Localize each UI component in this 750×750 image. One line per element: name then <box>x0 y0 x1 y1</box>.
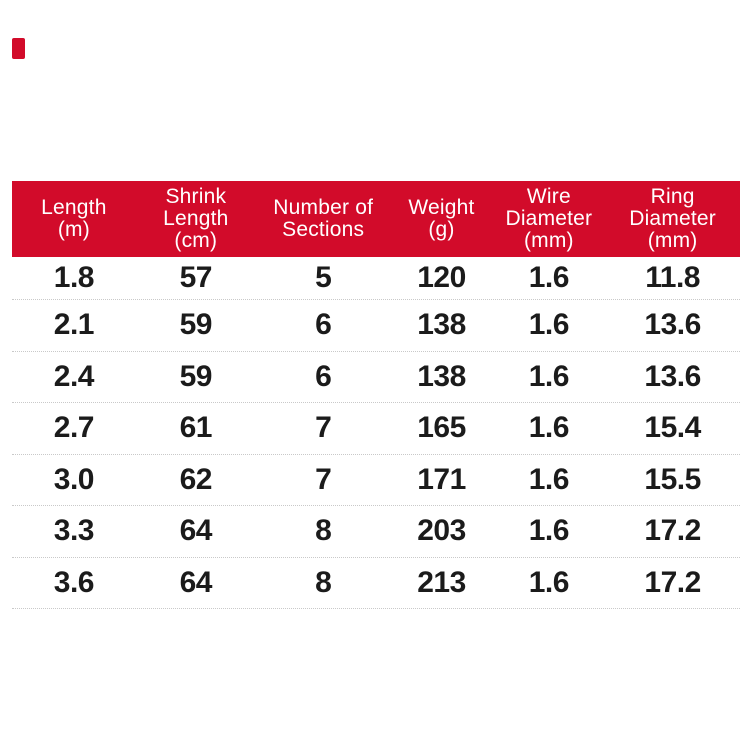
column-header-line: Ring <box>650 185 695 208</box>
table-body: 1.8 57 5 120 1.6 11.8 2.1 59 6 138 1.6 1… <box>12 257 740 609</box>
column-header-line: Sections <box>282 218 365 241</box>
cell-shrink-length: 61 <box>179 411 213 445</box>
cell-shrink-length: 59 <box>179 359 213 393</box>
column-header-line: Diameter <box>505 207 593 230</box>
cell-sections: 5 <box>315 261 332 294</box>
cell-length: 2.4 <box>53 359 95 393</box>
cell-sections: 7 <box>315 411 332 445</box>
column-header-number-of-sections: Number of Sections <box>256 181 391 257</box>
column-header-line: Weight <box>408 196 475 219</box>
cell-ring-diameter: 15.4 <box>644 411 701 445</box>
cell-weight: 213 <box>417 565 466 599</box>
red-corner-mark <box>12 38 25 59</box>
cell-ring-diameter: 11.8 <box>645 261 700 294</box>
column-header-line: Diameter <box>629 207 716 230</box>
cell-shrink-length: 64 <box>179 565 213 599</box>
column-header-weight: Weight (g) <box>391 181 493 257</box>
cell-wire-diameter: 1.6 <box>528 308 570 342</box>
cell-weight: 203 <box>417 514 466 548</box>
cell-sections: 8 <box>315 514 332 548</box>
column-header-line: Length <box>41 196 107 219</box>
table-row: 3.0 62 7 171 1.6 15.5 <box>12 455 740 506</box>
column-header-shrink-length: Shrink Length (cm) <box>136 181 256 257</box>
cell-shrink-length: 57 <box>179 261 213 294</box>
spec-table: Length (m) Shrink Length (cm) Number of … <box>12 181 740 609</box>
column-header-line: Length <box>163 207 229 230</box>
cell-wire-diameter: 1.6 <box>528 514 570 548</box>
column-header-line: (m) <box>57 218 90 241</box>
table-row: 2.1 59 6 138 1.6 13.6 <box>12 300 740 352</box>
table-row: 1.8 57 5 120 1.6 11.8 <box>12 257 740 300</box>
cell-shrink-length: 59 <box>179 308 213 342</box>
cell-wire-diameter: 1.6 <box>528 565 570 599</box>
cell-weight: 138 <box>417 359 466 393</box>
cell-length: 3.0 <box>53 462 95 496</box>
cell-ring-diameter: 13.6 <box>644 359 701 393</box>
column-header-line: Wire <box>526 185 571 208</box>
cell-length: 1.8 <box>53 261 95 294</box>
cell-ring-diameter: 17.2 <box>644 565 701 599</box>
cell-wire-diameter: 1.6 <box>528 411 570 445</box>
cell-ring-diameter: 15.5 <box>644 462 701 496</box>
cell-length: 2.1 <box>53 308 95 342</box>
cell-shrink-length: 62 <box>179 462 213 496</box>
cell-weight: 171 <box>417 462 466 496</box>
cell-ring-diameter: 17.2 <box>644 514 701 548</box>
column-header-wire-diameter: Wire Diameter (mm) <box>492 181 605 257</box>
cell-wire-diameter: 1.6 <box>528 359 570 393</box>
cell-length: 2.7 <box>53 411 95 445</box>
cell-sections: 8 <box>315 565 332 599</box>
cell-sections: 6 <box>315 308 332 342</box>
cell-shrink-length: 64 <box>179 514 213 548</box>
cell-weight: 138 <box>417 308 466 342</box>
column-header-line: (mm) <box>523 229 574 252</box>
column-header-line: Number of <box>273 196 374 219</box>
table-row: 3.6 64 8 213 1.6 17.2 <box>12 558 740 609</box>
column-header-line: (g) <box>428 218 455 241</box>
table-row: 2.7 61 7 165 1.6 15.4 <box>12 403 740 455</box>
cell-weight: 165 <box>417 411 466 445</box>
cell-ring-diameter: 13.6 <box>644 308 701 342</box>
cell-length: 3.6 <box>53 565 95 599</box>
table-row: 2.4 59 6 138 1.6 13.6 <box>12 352 740 403</box>
cell-weight: 120 <box>417 261 466 294</box>
column-header-length: Length (m) <box>12 181 136 257</box>
table-row: 3.3 64 8 203 1.6 17.2 <box>12 506 740 558</box>
table-header-row: Length (m) Shrink Length (cm) Number of … <box>12 181 740 257</box>
column-header-line: Shrink <box>165 185 227 208</box>
column-header-line: (cm) <box>174 229 218 252</box>
cell-sections: 6 <box>315 359 332 393</box>
column-header-line: (mm) <box>647 229 698 252</box>
cell-length: 3.3 <box>53 514 95 548</box>
column-header-ring-diameter: Ring Diameter (mm) <box>605 181 740 257</box>
cell-wire-diameter: 1.6 <box>528 462 570 496</box>
cell-sections: 7 <box>315 462 332 496</box>
cell-wire-diameter: 1.6 <box>528 261 570 294</box>
